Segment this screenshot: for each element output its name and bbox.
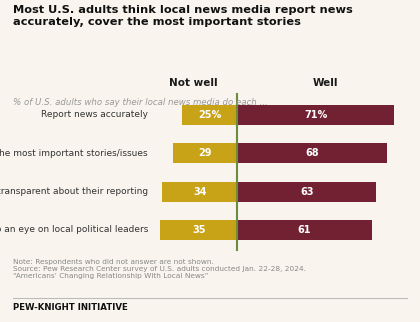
Bar bbox=[237, 105, 394, 125]
Text: 25%: 25% bbox=[198, 109, 221, 119]
Text: 35: 35 bbox=[192, 225, 205, 235]
Bar bbox=[237, 220, 372, 240]
Text: Keep an eye on local political leaders: Keep an eye on local political leaders bbox=[0, 225, 148, 234]
Text: Most U.S. adults think local news media report news
accurately, cover the most i: Most U.S. adults think local news media … bbox=[13, 5, 352, 27]
Bar bbox=[237, 182, 376, 202]
Text: Not well: Not well bbox=[169, 78, 218, 88]
Text: Report news accurately: Report news accurately bbox=[41, 110, 148, 119]
Text: Are transparent about their reporting: Are transparent about their reporting bbox=[0, 187, 148, 196]
Bar bbox=[163, 182, 237, 202]
Text: 71%: 71% bbox=[304, 109, 327, 119]
Text: PEW-KNIGHT INITIATIVE: PEW-KNIGHT INITIATIVE bbox=[13, 303, 127, 312]
Text: % of U.S. adults who say their local news media do each ...: % of U.S. adults who say their local new… bbox=[13, 98, 268, 107]
Text: 68: 68 bbox=[305, 148, 319, 158]
Text: 61: 61 bbox=[298, 225, 311, 235]
Bar bbox=[182, 105, 237, 125]
Text: 29: 29 bbox=[199, 148, 212, 158]
Text: Well: Well bbox=[313, 78, 338, 88]
Text: Note: Respondents who did not answer are not shown.
Source: Pew Research Center : Note: Respondents who did not answer are… bbox=[13, 259, 306, 279]
Bar bbox=[173, 143, 237, 163]
Bar bbox=[237, 143, 387, 163]
Text: 34: 34 bbox=[193, 186, 207, 196]
Text: Cover the most important stories/issues: Cover the most important stories/issues bbox=[0, 148, 148, 157]
Text: 63: 63 bbox=[300, 186, 313, 196]
Bar bbox=[160, 220, 237, 240]
